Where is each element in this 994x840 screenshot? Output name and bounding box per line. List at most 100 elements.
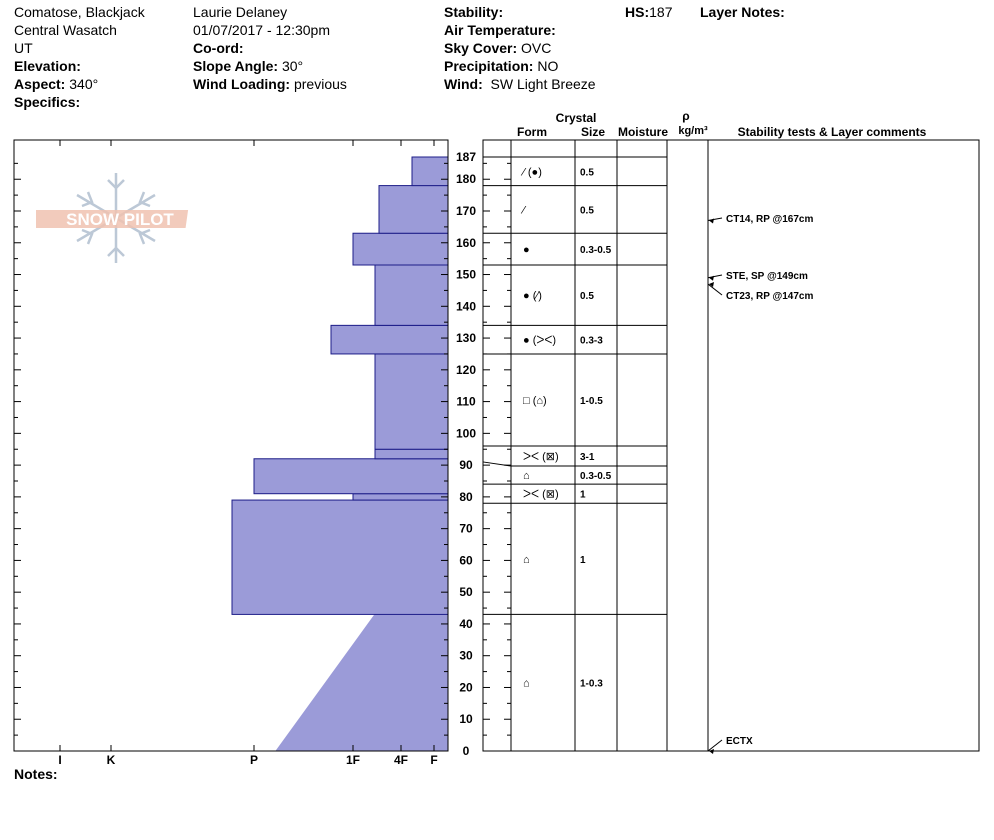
coord-label: Co-ord: [193,40,244,56]
depth-label-60: 60 [459,553,473,567]
hardness-layer-8 [352,232,449,266]
wind-value: SW Light Breeze [490,76,596,92]
hardness-tick-K: K [107,753,116,767]
depth-label-0: 0 [463,744,470,758]
layer-form-0: ⁄ (●) [520,166,542,178]
layer-size-0: 0.5 [580,167,594,178]
layer-table: ⁄ (●) 0.5 ⁄ 0.5 ● 0.3-0.5 ● (⁄) 0.5 ● (ᐳᐸ) 0.3-3 □… [482,156,667,690]
observer-text: Laurie Delaney [193,4,288,20]
slope-field: Slope Angle: 30° [193,57,303,75]
layer-size-9: 1 [580,555,586,566]
hardness-layer-4 [374,448,449,460]
depth-label-30: 30 [459,649,473,663]
depth-label-40: 40 [459,617,473,631]
layer-size-4: 0.3-3 [580,336,603,347]
test-pointer [707,739,723,752]
aspect-label: Aspect: [14,76,66,92]
layer-notes-label: Layer Notes: [700,4,785,20]
hardness-tick-4F: 4F [394,753,408,767]
wind-loading-label: Wind Loading: [193,76,291,92]
test-label-3: ECTX [726,736,753,747]
layer-form-5: □ (⌂) [523,395,547,407]
layer-form-9: ⌂ [523,554,530,566]
hardness-tick-P: P [250,753,258,767]
depth-label-50: 50 [459,585,473,599]
test-label-2: CT23, RP @147cm [726,291,813,302]
depth-label-80: 80 [459,490,473,504]
layer-size-8: 1 [580,490,586,501]
wind-loading-field: Wind Loading: previous [193,75,347,93]
depth-label-120: 120 [456,363,476,377]
stability-comments-header: Stability tests & Layer comments [738,125,927,139]
layer-connector [482,461,512,467]
layer-form-3: ● (⁄) [523,290,542,302]
depth-label-110: 110 [456,395,476,409]
test-label-0: CT14, RP @167cm [726,214,813,225]
logo-band [36,210,189,228]
layer-form-2: ● [523,244,530,256]
layer-size-7: 0.3-0.5 [580,471,612,482]
layer-form-8: ᐳᐸ (⊠) [523,489,559,501]
wind-label: Wind: [444,76,483,92]
hardness-profile: I K P 1F 4F F [58,140,449,767]
layer-form-1: ⁄ [520,204,527,216]
sky-field: Sky Cover: OVC [444,39,551,57]
depth-label-150: 150 [456,268,476,282]
depth-label-130: 130 [456,331,476,345]
aspect-value: 340° [69,76,99,92]
depth-label-10: 10 [459,712,473,726]
hs-field: HS:187 [625,3,672,21]
form-header: Form [517,125,547,139]
elevation-label: Elevation: [14,58,81,74]
depth-label-160: 160 [456,236,476,250]
depth-label-170: 170 [456,204,476,218]
hardness-layer-6 [330,324,449,355]
hs-label: HS: [625,4,650,20]
stability-label: Stability: [444,4,504,20]
state-text: UT [14,40,33,56]
hardness-layer-5 [374,353,449,450]
precip-field: Precipitation: NO [444,57,558,75]
hardness-layer-0 [275,613,449,752]
hardness-tick-I: I [58,753,61,767]
test-arrowhead [709,275,714,281]
hardness-tick-F: F [430,753,437,767]
depth-label-100: 100 [456,426,476,440]
aspect-field: Aspect: 340° [14,75,98,93]
air-temp-label: Air Temperature: [444,22,556,38]
layer-form-10: ⌂ [523,678,530,690]
wind-field: Wind: SW Light Breeze [444,75,596,93]
slope-label: Slope Angle: [193,58,279,74]
layer-size-6: 3-1 [580,452,595,463]
hardness-layer-2 [352,493,449,501]
range-text: Central Wasatch [14,22,117,38]
size-header: Size [581,125,605,139]
wind-loading-value: previous [293,76,347,92]
hardness-layer-1 [231,499,449,615]
snowpilot-logo: SNOW PILOT [36,173,189,263]
test-arrowhead [709,282,714,288]
layer-frame [482,139,980,752]
notes-label: Notes: [14,766,58,782]
crystal-header: Crystal [556,111,597,125]
test-arrowhead [709,218,714,224]
depth-label-140: 140 [456,299,476,313]
test-pointer [707,283,723,296]
logo-text: SNOW PILOT [66,210,174,229]
hs-value: 187 [649,4,673,20]
depth-label-70: 70 [459,522,473,536]
layer-size-5: 1-0.5 [580,396,603,407]
layer-size-1: 0.5 [580,205,594,216]
precip-value: NO [537,58,559,74]
moisture-header: Moisture [618,125,668,139]
layer-size-3: 0.5 [580,291,594,302]
layer-form-6: ᐳᐸ (⊠) [523,451,559,463]
depth-label-90: 90 [459,458,473,472]
density-unit-header: kg/m³ [678,125,708,137]
layer-size-10: 1-0.3 [580,679,603,690]
sky-label: Sky Cover: [444,40,518,56]
slope-value: 30° [281,58,304,74]
layer-form-4: ● (ᐳᐸ) [523,335,556,347]
depth-label-20: 20 [459,680,473,694]
